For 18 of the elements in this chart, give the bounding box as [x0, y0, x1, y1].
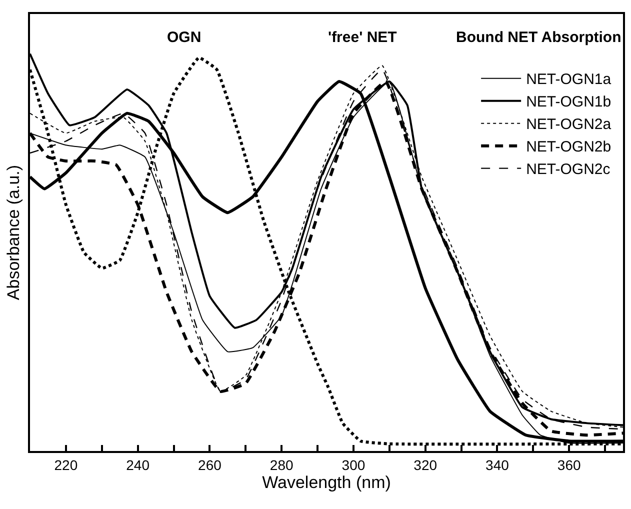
legend-label: NET-OGN1b [526, 94, 612, 111]
x-tick-label: 240 [126, 456, 150, 473]
text: 'free' NET [328, 29, 397, 46]
legend-label: NET-OGN2b [526, 138, 612, 156]
x-tick-label: 340 [486, 456, 510, 473]
x-tick-label: 360 [557, 456, 581, 473]
x-tick-label: 320 [414, 456, 438, 473]
legend-label: NET-OGN2c [526, 161, 611, 178]
legend-label: NET-OGN1a [526, 71, 612, 88]
x-tick-label: 300 [342, 456, 366, 473]
x-axis-title: Wavelength (nm) [262, 472, 391, 492]
x-tick-label: 220 [54, 456, 78, 473]
text: OGN [167, 29, 202, 46]
y-axis-title: Absorbance (a.u.) [4, 164, 24, 300]
x-tick-label: 260 [198, 456, 222, 473]
text: Bound NET Absorption [456, 29, 622, 46]
x-tick-label: 280 [270, 456, 294, 473]
legend-label: NET-OGN2a [526, 116, 612, 134]
